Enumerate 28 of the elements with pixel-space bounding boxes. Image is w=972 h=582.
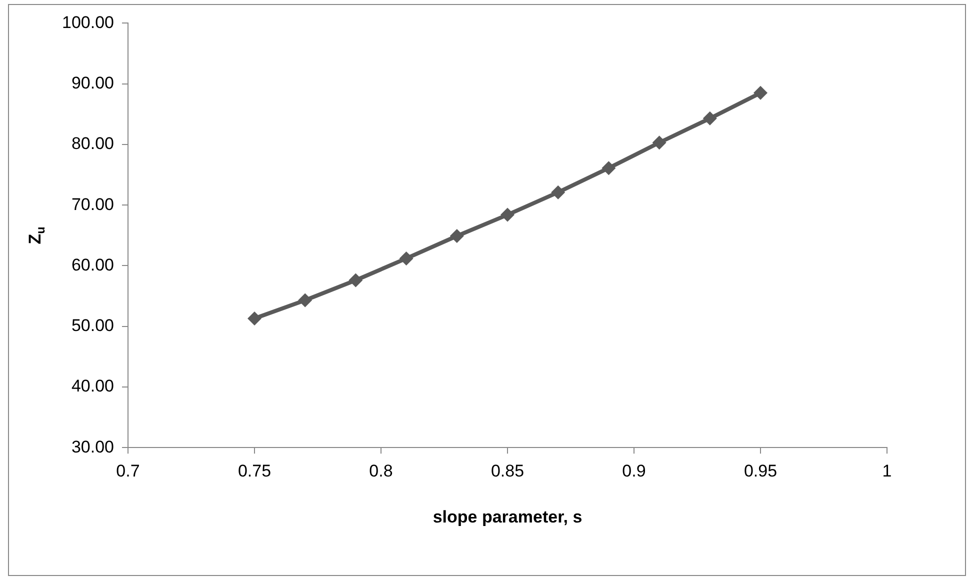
y-tick-label: 80.00 [71, 134, 114, 154]
x-tick-label: 0.7 [116, 461, 140, 480]
y-axis-title: Zu [26, 226, 48, 244]
x-tick-label: 0.8 [369, 461, 393, 480]
x-axis-title: slope parameter, s [432, 507, 582, 526]
point [652, 136, 666, 150]
point [551, 185, 566, 200]
point [298, 293, 312, 308]
y-tick-label: 40.00 [71, 376, 114, 396]
x-tick-label: 1 [882, 461, 892, 480]
x-tick-label: 0.95 [744, 461, 778, 480]
y-tick-label: 70.00 [71, 194, 114, 214]
point [602, 161, 616, 176]
y-tick-label: 90.00 [71, 74, 114, 93]
point [702, 111, 717, 126]
point [754, 86, 768, 100]
point [450, 229, 464, 244]
x-tick-label: 0.75 [238, 461, 272, 480]
point [500, 208, 514, 222]
y-tick-label: 60.00 [71, 255, 114, 274]
x-tick-label: 0.85 [490, 461, 524, 480]
x-tick-label: 0.9 [622, 461, 646, 480]
y-tick-label: 30.00 [71, 437, 114, 456]
point [348, 273, 363, 288]
point [399, 251, 414, 266]
y-tick-label: 50.00 [71, 316, 114, 336]
y-tick-label: 100.00 [62, 12, 114, 32]
point [247, 311, 262, 326]
